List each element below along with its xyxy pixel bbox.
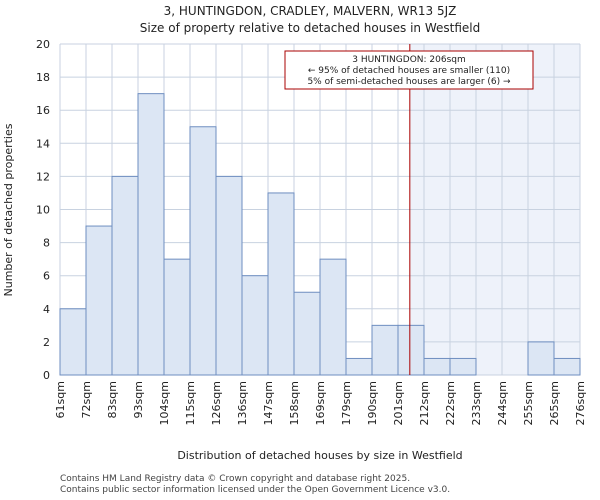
x-tick-label: 244sqm xyxy=(496,381,509,425)
footer-line-2: Contains public sector information licen… xyxy=(60,485,450,495)
bar-11 xyxy=(345,357,373,376)
bar-18 xyxy=(527,341,555,376)
x-tick-label: 233sqm xyxy=(470,381,483,425)
y-tick-label: 14 xyxy=(36,137,50,150)
chart-title: 3, HUNTINGDON, CRADLEY, MALVERN, WR13 5J… xyxy=(164,4,457,18)
bar-6 xyxy=(215,175,243,376)
x-tick-label: 179sqm xyxy=(340,381,353,425)
annotation-box xyxy=(284,50,534,90)
bar-5 xyxy=(189,126,217,376)
chart-subtitle: Size of property relative to detached ho… xyxy=(140,21,480,35)
y-tick-label: 6 xyxy=(43,270,50,283)
bar-4 xyxy=(163,258,191,376)
x-tick-label: 158sqm xyxy=(288,381,301,425)
x-tick-label: 115sqm xyxy=(184,381,197,425)
annotation-line-3: 5% of semi-detached houses are larger (6… xyxy=(307,77,511,87)
x-tick-label: 126sqm xyxy=(210,381,223,425)
x-axis-label: Distribution of detached houses by size … xyxy=(177,449,462,462)
plot-area: 0 2 4 6 8 10 12 14 16 18 20 61sqm 72sqm 83sqm 93sqm 104… xyxy=(36,38,587,425)
bar-1 xyxy=(85,225,113,376)
x-tick-label: 147sqm xyxy=(262,381,275,425)
x-tick-label: 136sqm xyxy=(236,381,249,425)
y-tick-label: 20 xyxy=(36,38,50,51)
y-tick-label: 8 xyxy=(43,237,50,250)
x-tick-label: 201sqm xyxy=(392,381,405,425)
y-tick-label: 0 xyxy=(43,369,50,382)
bar-7 xyxy=(241,275,269,376)
bar-3 xyxy=(137,93,165,376)
bar-9 xyxy=(293,291,321,376)
bar-13 xyxy=(397,324,425,376)
y-axis-label: Number of detached properties xyxy=(2,123,15,296)
y-tick-label: 12 xyxy=(36,170,50,183)
bar-8 xyxy=(267,192,295,376)
x-tick-label: 72sqm xyxy=(80,381,93,418)
annotation-line-2: ← 95% of detached houses are smaller (11… xyxy=(308,66,510,76)
y-tick-label: 2 xyxy=(43,336,50,349)
x-tick-label: 276sqm xyxy=(574,381,587,425)
x-tick-label: 212sqm xyxy=(418,381,431,425)
footer-line-1: Contains HM Land Registry data © Crown c… xyxy=(60,474,410,484)
bar-12 xyxy=(371,324,399,376)
x-tick-label: 83sqm xyxy=(106,381,119,418)
bar-0 xyxy=(59,308,87,376)
bar-14 xyxy=(423,357,451,376)
x-tick-label: 61sqm xyxy=(54,381,67,418)
x-tick-label: 265sqm xyxy=(548,381,561,425)
y-tick-label: 10 xyxy=(36,204,50,217)
x-tick-label: 93sqm xyxy=(132,381,145,418)
x-tick-label: 169sqm xyxy=(314,381,327,425)
x-tick-label: 190sqm xyxy=(366,381,379,425)
bar-10 xyxy=(319,258,347,376)
annotation-line-1: 3 HUNTINGDON: 206sqm xyxy=(352,55,466,65)
bar-2 xyxy=(111,175,139,376)
y-tick-label: 18 xyxy=(36,71,50,84)
y-tick-label: 4 xyxy=(43,303,50,316)
y-tick-label: 16 xyxy=(36,104,50,117)
bar-15 xyxy=(449,357,477,376)
x-tick-label: 222sqm xyxy=(444,381,457,425)
x-tick-label: 104sqm xyxy=(158,381,171,425)
x-tick-label: 255sqm xyxy=(522,381,535,425)
bar-19 xyxy=(553,357,581,376)
